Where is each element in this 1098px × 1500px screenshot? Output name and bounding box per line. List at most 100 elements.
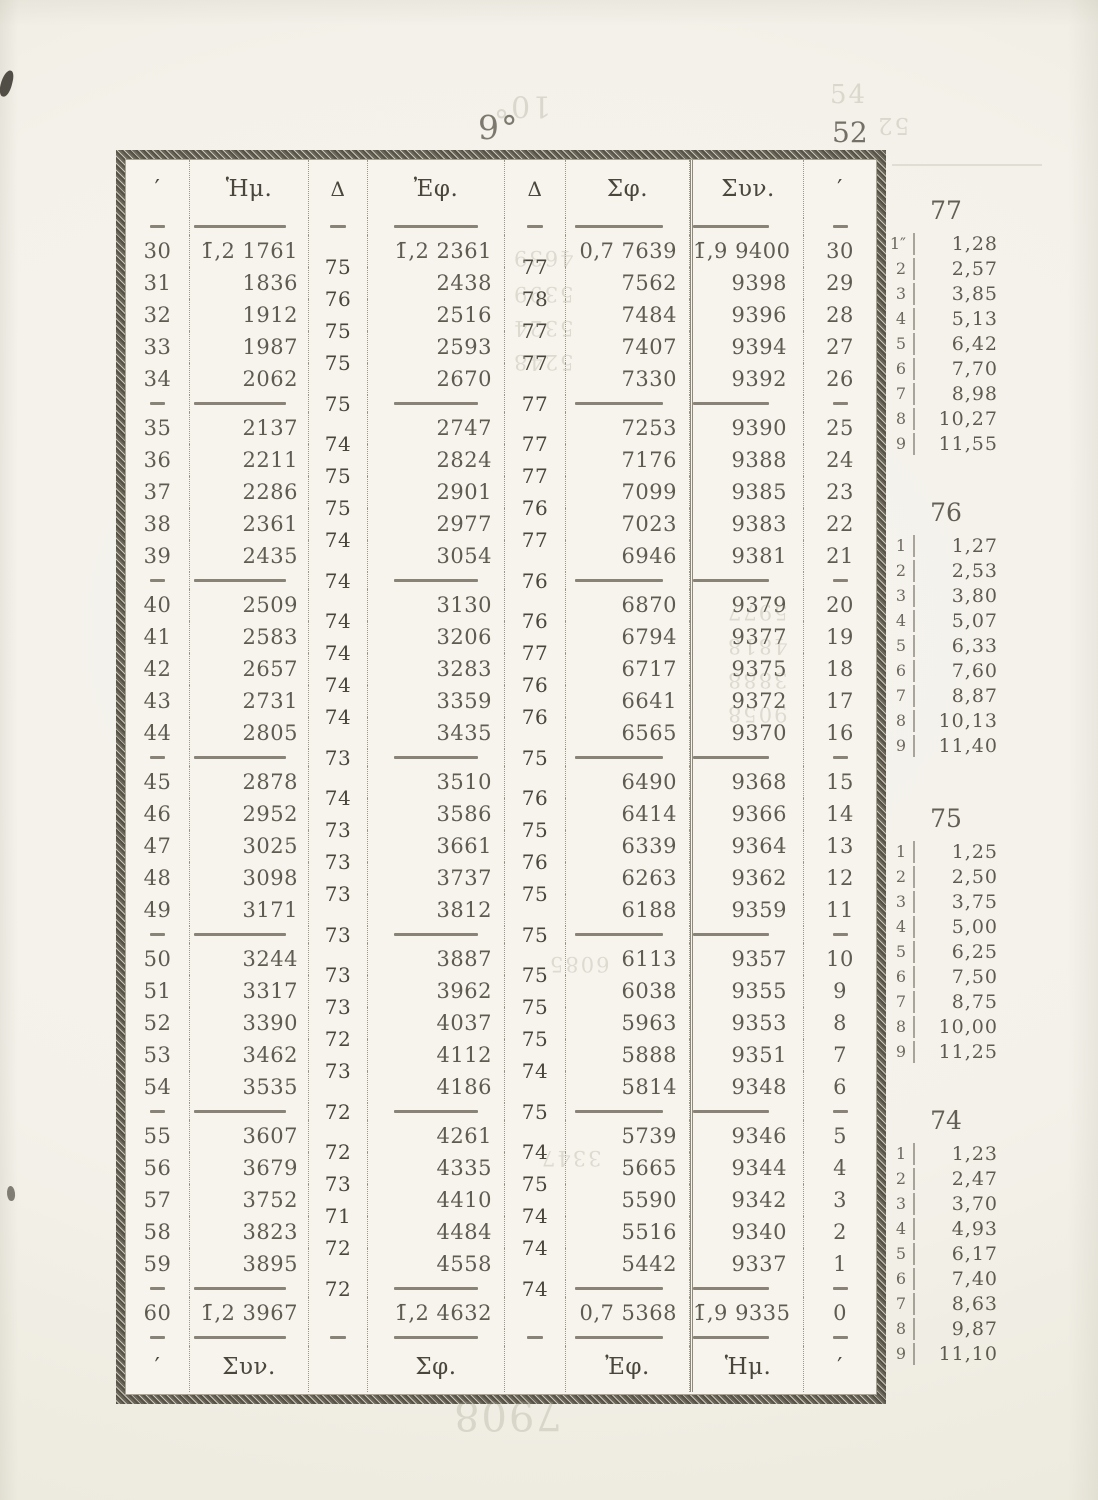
tangent-value: 4558 bbox=[368, 1248, 505, 1280]
minute-left: 38 bbox=[126, 508, 190, 540]
value-text: 9355 bbox=[731, 979, 787, 1003]
footer-label: Συν. bbox=[190, 1346, 309, 1392]
cotangent-value: 5739 bbox=[566, 1120, 690, 1152]
value-text: 9359 bbox=[731, 898, 787, 922]
minute-right: 15 bbox=[804, 766, 876, 798]
delta-sine-value: 73 bbox=[324, 818, 352, 842]
separator-dash bbox=[527, 1336, 543, 1339]
value-text: 3098 bbox=[242, 866, 298, 890]
value-text: 51 bbox=[143, 979, 172, 1003]
tangent-value: 3435 bbox=[368, 717, 505, 749]
value-text: 2824 bbox=[436, 448, 492, 472]
delta-tangent-value: 75 bbox=[521, 995, 549, 1019]
cosine-value: 9394 bbox=[690, 331, 804, 363]
value-text: 3812 bbox=[436, 898, 492, 922]
separator-dash bbox=[693, 402, 769, 405]
minute-left: 54 bbox=[126, 1071, 190, 1103]
separator-cell bbox=[368, 749, 505, 766]
separator-dash bbox=[832, 1110, 848, 1113]
separator-cell bbox=[368, 395, 505, 412]
delta-sine-value bbox=[309, 717, 368, 749]
table-row: 36 2211 75 2824 77 7176 9388 24 bbox=[126, 444, 876, 488]
pp-seconds-label: 7 bbox=[895, 992, 906, 1011]
value-text: 5739 bbox=[621, 1124, 677, 1148]
table-row: 30 1̄,2 1761 75 1̄,2 2361 77 0,7 7639 1̄,9 940… bbox=[126, 235, 876, 279]
minute-right: 3 bbox=[804, 1184, 876, 1216]
cotangent-value: 6188 bbox=[566, 894, 690, 926]
separator-cell bbox=[690, 1103, 804, 1120]
separator-dash bbox=[394, 756, 478, 759]
column-header-delta-tangent-value: Δ bbox=[505, 160, 566, 218]
minute-right: 4 bbox=[804, 1152, 876, 1184]
delta-sine-value: 73 bbox=[324, 882, 352, 906]
pp-row: 9 11,10 bbox=[878, 1341, 1010, 1366]
delta-tangent-value: 77 bbox=[521, 255, 549, 279]
value-text: 0 bbox=[833, 1301, 847, 1325]
pp-seconds-label: 4 bbox=[895, 917, 906, 936]
delta-sine-value: 74 bbox=[309, 589, 368, 633]
value-text: 9377 bbox=[731, 625, 787, 649]
separator-cell bbox=[505, 218, 566, 235]
separator-dash bbox=[693, 1110, 769, 1113]
value-text: 6414 bbox=[621, 802, 677, 826]
delta-tangent-value: 77 bbox=[505, 235, 566, 279]
value-text: 3823 bbox=[242, 1220, 298, 1244]
minute-right: 14 bbox=[804, 798, 876, 830]
delta-sine-value bbox=[309, 1071, 368, 1103]
separator-dash bbox=[150, 1336, 165, 1339]
pp-seconds-label: 7 bbox=[895, 384, 906, 403]
sine-value: 1̄,2 3967 bbox=[190, 1297, 309, 1329]
page-number: 52 bbox=[832, 116, 868, 149]
minute-right: 20 bbox=[804, 589, 876, 621]
delta-tangent-value: 78 bbox=[521, 287, 549, 311]
delta-sine-value: 74 bbox=[324, 528, 352, 552]
separator-cell bbox=[368, 1103, 505, 1120]
value-text: 3679 bbox=[242, 1156, 298, 1180]
tangent-value: 4410 bbox=[368, 1184, 505, 1216]
pp-value: 6,17 bbox=[913, 1242, 1010, 1265]
delta-sine-value: 73 bbox=[309, 798, 368, 842]
cotangent-value: 6946 bbox=[566, 540, 690, 572]
cosine-value: 9353 bbox=[690, 1007, 804, 1039]
sine-value: 2731 bbox=[190, 685, 309, 717]
tangent-value: 2516 bbox=[368, 299, 505, 331]
pp-seconds-label: 5 bbox=[895, 942, 906, 961]
pp-value: 1,28 bbox=[913, 232, 1010, 255]
separator-dash bbox=[194, 1110, 286, 1113]
table-footer-row: ′ Συν. Σφ. Ἐφ. Ἡμ. ′ bbox=[126, 1346, 876, 1392]
sine-value: 1912 bbox=[190, 299, 309, 331]
pp-seconds-label: 9 bbox=[895, 1042, 906, 1061]
value-text: 2286 bbox=[242, 480, 298, 504]
pp-row: 6 7,50 bbox=[878, 964, 1010, 989]
value-text: 9364 bbox=[731, 834, 787, 858]
delta-tangent-value bbox=[505, 1071, 566, 1103]
minute-left: 43 bbox=[126, 685, 190, 717]
pp-title: 74 bbox=[930, 1106, 962, 1135]
delta-tangent-value: 75 bbox=[505, 1100, 566, 1124]
sine-value: 2286 bbox=[190, 476, 309, 508]
delta-sine-value: 73 bbox=[324, 1172, 352, 1196]
value-text: 6339 bbox=[621, 834, 677, 858]
separator-dash bbox=[150, 1110, 165, 1113]
delta-sine-value: 71 bbox=[309, 1184, 368, 1228]
minute-left: 53 bbox=[126, 1039, 190, 1071]
table-row: 46 2952 73 3586 75 6414 9366 14 bbox=[126, 798, 876, 842]
cotangent-value: 6565 bbox=[566, 717, 690, 749]
value-text: 7562 bbox=[621, 271, 677, 295]
value-text: 33 bbox=[143, 335, 172, 359]
value-text: 11 bbox=[826, 898, 854, 922]
value-text: 29 bbox=[826, 271, 854, 295]
delta-tangent-value: 76 bbox=[505, 589, 566, 633]
value-text: 2878 bbox=[242, 770, 298, 794]
sine-value: 3244 bbox=[190, 943, 309, 975]
cotangent-value: 6414 bbox=[566, 798, 690, 830]
separator-dash bbox=[575, 402, 663, 405]
cosine-value: 9346 bbox=[690, 1120, 804, 1152]
value-text: 2657 bbox=[242, 657, 298, 681]
minute-right: 25 bbox=[804, 412, 876, 444]
value-text: 2438 bbox=[436, 271, 492, 295]
separator-cell bbox=[804, 395, 876, 412]
value-text: 7330 bbox=[621, 367, 677, 391]
pp-seconds-label: 1 bbox=[895, 1144, 906, 1163]
delta-tangent-value: 76 bbox=[521, 609, 549, 633]
